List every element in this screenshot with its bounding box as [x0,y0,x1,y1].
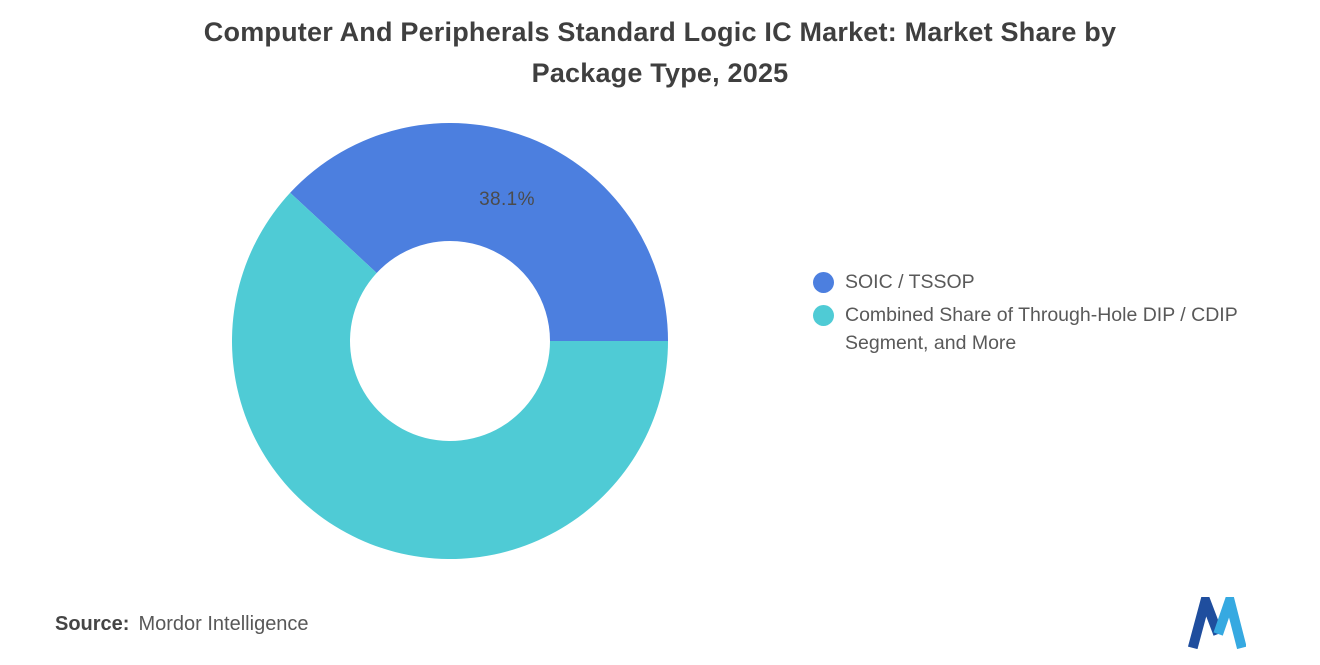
donut-chart [232,123,668,559]
legend-label-soic: SOIC / TSSOP [845,271,975,293]
legend-label-through-hole: Combined Share of Through-Hole DIP / CDI… [845,304,1238,354]
donut-slice-0 [290,123,668,341]
slice-data-label: 38.1% [479,189,535,210]
legend-marker-soic [813,272,834,293]
logo-right-stroke [1213,597,1246,649]
chart-legend: SOIC / TSSOP Combined Share of Through-H… [813,268,1300,357]
legend-marker-through-hole [813,305,834,326]
donut-slice-1 [232,192,668,559]
chart-title: Computer And Peripherals Standard Logic … [110,12,1210,94]
chart-title-line2: Package Type, 2025 [531,58,789,88]
legend-item-soic: SOIC / TSSOP [813,268,1300,296]
legend-item-through-hole: Combined Share of Through-Hole DIP / CDI… [813,301,1300,357]
logo-left-stroke [1188,597,1223,649]
mordor-intelligence-logo [1188,597,1246,649]
source-value: Mordor Intelligence [138,613,309,635]
source-label: Source: [55,613,130,635]
source-note: Source: Mordor Intelligence [55,613,309,636]
chart-title-line1: Computer And Peripherals Standard Logic … [203,17,1117,47]
